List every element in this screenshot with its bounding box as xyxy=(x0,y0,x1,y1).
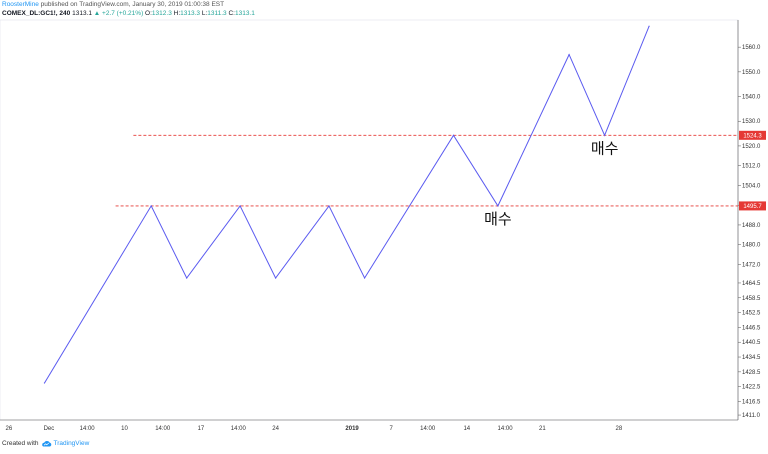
y-tick-label: 1520.0 xyxy=(742,144,761,150)
price-axis[interactable]: 1411.0 1416.5 1422.5 1428.5 1434.5 1440.5 1446… xyxy=(738,45,761,419)
x-tick-label: 7 xyxy=(390,426,394,432)
x-tick-label: 14:00 xyxy=(231,426,247,432)
buy-annotation: 매수 xyxy=(484,211,512,228)
y-tick-label: 1530.0 xyxy=(742,119,761,125)
close-label: C: xyxy=(228,10,235,17)
high-value: 1313.3 xyxy=(180,10,201,17)
y-tick-label: 1480.0 xyxy=(742,243,761,249)
y-tick-label: 1422.5 xyxy=(742,385,761,391)
level-badge-label: 1495.7 xyxy=(743,204,762,210)
y-tick-label: 1434.5 xyxy=(742,355,761,361)
level-badges: 1524.3 1495.7 xyxy=(739,130,766,211)
price-line xyxy=(43,25,650,384)
tradingview-brand-link[interactable]: TradingView xyxy=(53,440,90,447)
data-point xyxy=(568,53,570,56)
y-tick-label: 1504.0 xyxy=(742,183,761,189)
open-value: 1312.3 xyxy=(151,10,172,17)
open-label: O: xyxy=(145,10,152,17)
author-link[interactable]: RoosterMine xyxy=(2,1,39,8)
data-point xyxy=(497,205,499,207)
data-point xyxy=(275,277,277,279)
y-tick-label: 1472.0 xyxy=(742,262,761,268)
y-tick-label: 1458.5 xyxy=(742,296,761,302)
symbol-line: COMEX_DL:GC1!, 240 1313.1 ▲ +2.7 (+0.21%… xyxy=(2,9,762,18)
y-tick-label: 1416.5 xyxy=(742,399,761,405)
y-tick-label: 1452.5 xyxy=(742,311,761,317)
y-tick-label: 1540.0 xyxy=(742,95,761,101)
x-tick-label: 28 xyxy=(616,426,623,432)
data-point xyxy=(648,25,650,27)
chart-header: RoosterMine published on TradingView.com… xyxy=(2,0,762,18)
symbol-name[interactable]: COMEX_DL:GC1!, 240 xyxy=(2,10,71,17)
x-tick-label: 26 xyxy=(6,426,13,432)
publish-info: published on TradingView.com, January 30… xyxy=(38,1,225,8)
horizontal-levels[interactable] xyxy=(115,134,738,207)
y-tick-label: 1440.5 xyxy=(742,340,761,346)
high-label: H: xyxy=(173,10,181,17)
x-tick-label: 14 xyxy=(463,426,470,432)
x-tick-label: 14:00 xyxy=(155,426,171,432)
y-tick-label: 1411.0 xyxy=(742,413,761,419)
footer: Created with TradingView xyxy=(2,440,89,447)
data-point xyxy=(43,382,46,384)
created-with-label: Created with xyxy=(2,440,39,447)
price-change: ▲ +2.7 (+0.21%) xyxy=(93,10,144,17)
y-tick-label: 1464.5 xyxy=(742,281,761,287)
data-point xyxy=(186,277,188,279)
data-point xyxy=(328,205,330,207)
data-point xyxy=(150,205,152,207)
time-axis[interactable]: 26 Dec 14:00 10 14:00 17 14:00 24 2019 7 14:00 14 14… xyxy=(6,426,623,432)
level-badge xyxy=(739,201,766,211)
x-tick-label: 2019 xyxy=(345,426,359,432)
publish-line: RoosterMine published on TradingView.com… xyxy=(2,0,762,9)
y-tick-label: 1560.0 xyxy=(742,45,761,51)
y-tick-label: 1428.5 xyxy=(742,370,761,376)
low-label: L: xyxy=(201,10,208,17)
x-tick-label: 14:00 xyxy=(80,426,96,432)
y-tick-label: 1446.5 xyxy=(742,325,761,331)
series-line xyxy=(44,26,650,384)
low-value: 1311.3 xyxy=(207,10,227,17)
x-tick-label: 10 xyxy=(121,426,128,432)
x-tick-label: 14:00 xyxy=(498,426,514,432)
close-value: 1313.1 xyxy=(234,10,255,17)
data-point xyxy=(363,277,366,279)
level-badge xyxy=(739,130,766,140)
y-tick-label: 1512.0 xyxy=(742,164,761,170)
x-tick-label: 17 xyxy=(198,426,205,432)
data-point xyxy=(452,134,455,136)
x-tick-label: 24 xyxy=(272,426,279,432)
buy-annotation: 매수 xyxy=(591,140,619,157)
y-tick-label: 1550.0 xyxy=(742,70,761,76)
x-tick-label: 14:00 xyxy=(420,426,436,432)
last-price: 1313.1 xyxy=(72,10,92,17)
y-tick-label: 1488.0 xyxy=(742,223,761,229)
data-point xyxy=(604,134,606,136)
tradingview-cloud-icon xyxy=(41,441,51,447)
data-point xyxy=(239,205,241,207)
x-tick-label: 21 xyxy=(539,426,546,432)
level-badge-label: 1524.3 xyxy=(743,134,762,140)
x-tick-label: Dec xyxy=(44,426,55,432)
